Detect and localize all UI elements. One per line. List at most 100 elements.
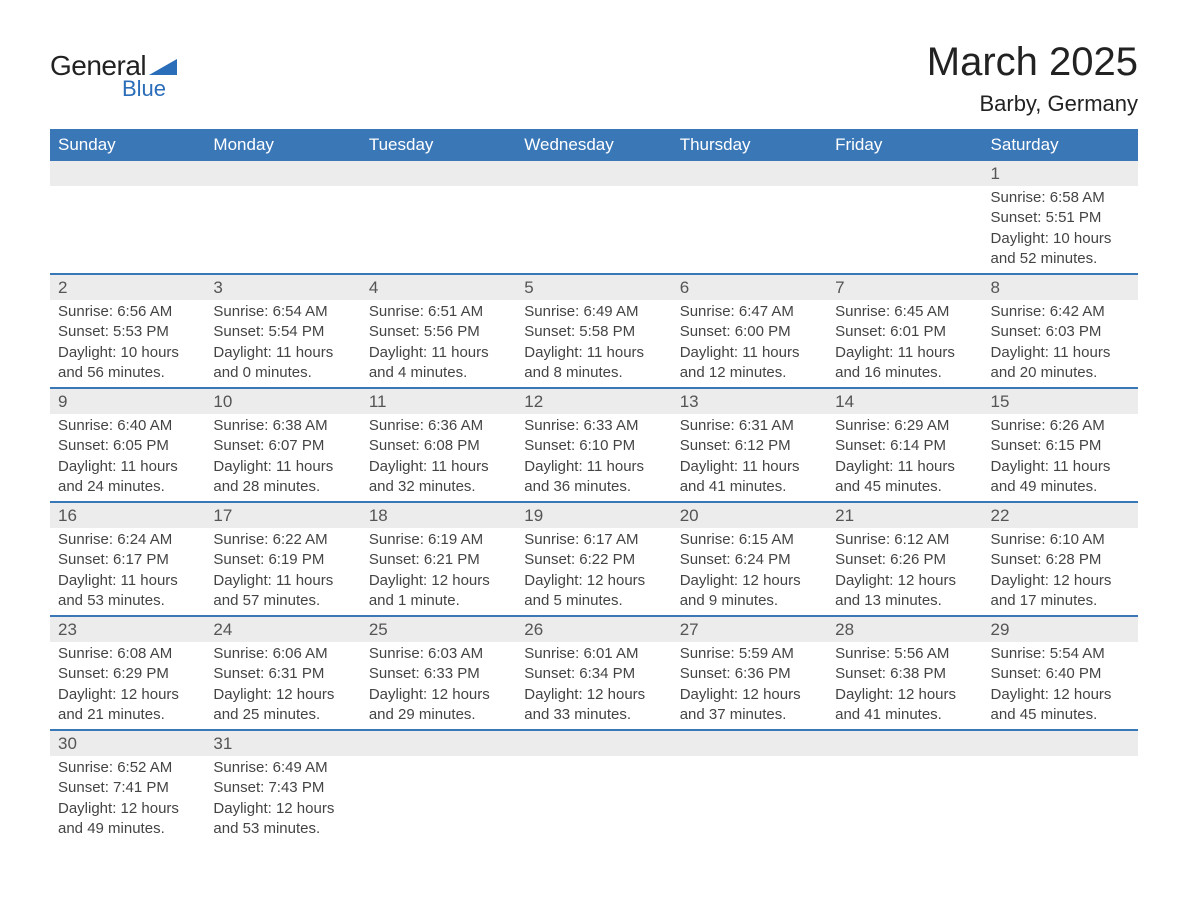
sunrise-text: Sunrise: 6:56 AM: [58, 302, 197, 322]
header: General Blue March 2025 Barby, Germany: [50, 40, 1138, 117]
sunrise-text: Sunrise: 6:01 AM: [524, 644, 663, 664]
day-number-cell: [983, 730, 1138, 756]
sunrise-text: Sunrise: 6:58 AM: [991, 188, 1130, 208]
daylight-text: Daylight: 12 hours and 13 minutes.: [835, 571, 974, 612]
sunset-text: Sunset: 7:41 PM: [58, 778, 197, 798]
day-number-cell: 17: [205, 502, 360, 528]
day-number-cell: 23: [50, 616, 205, 642]
day-number-cell: 16: [50, 502, 205, 528]
day-detail-cell: [516, 186, 671, 274]
day-number-cell: [205, 161, 360, 186]
day-detail-cell: Sunrise: 6:45 AMSunset: 6:01 PMDaylight:…: [827, 300, 982, 388]
day-detail-cell: Sunrise: 5:54 AMSunset: 6:40 PMDaylight:…: [983, 642, 1138, 730]
detail-row: Sunrise: 6:24 AMSunset: 6:17 PMDaylight:…: [50, 528, 1138, 616]
sunset-text: Sunset: 6:40 PM: [991, 664, 1130, 684]
day-number-cell: 9: [50, 388, 205, 414]
sunrise-text: Sunrise: 5:56 AM: [835, 644, 974, 664]
sunset-text: Sunset: 6:14 PM: [835, 436, 974, 456]
sunrise-text: Sunrise: 6:40 AM: [58, 416, 197, 436]
day-detail-cell: Sunrise: 6:10 AMSunset: 6:28 PMDaylight:…: [983, 528, 1138, 616]
sunset-text: Sunset: 6:31 PM: [213, 664, 352, 684]
day-detail-cell: Sunrise: 6:15 AMSunset: 6:24 PMDaylight:…: [672, 528, 827, 616]
day-detail-cell: Sunrise: 6:26 AMSunset: 6:15 PMDaylight:…: [983, 414, 1138, 502]
logo-text-blue: Blue: [122, 76, 166, 102]
sunset-text: Sunset: 6:26 PM: [835, 550, 974, 570]
sunrise-text: Sunrise: 6:42 AM: [991, 302, 1130, 322]
day-detail-cell: Sunrise: 6:49 AMSunset: 7:43 PMDaylight:…: [205, 756, 360, 843]
day-detail-cell: Sunrise: 6:12 AMSunset: 6:26 PMDaylight:…: [827, 528, 982, 616]
daylight-text: Daylight: 10 hours and 52 minutes.: [991, 229, 1130, 270]
sunset-text: Sunset: 5:53 PM: [58, 322, 197, 342]
day-detail-cell: Sunrise: 6:19 AMSunset: 6:21 PMDaylight:…: [361, 528, 516, 616]
daylight-text: Daylight: 11 hours and 32 minutes.: [369, 457, 508, 498]
sunset-text: Sunset: 6:34 PM: [524, 664, 663, 684]
daylight-text: Daylight: 12 hours and 53 minutes.: [213, 799, 352, 840]
daylight-text: Daylight: 11 hours and 0 minutes.: [213, 343, 352, 384]
day-detail-cell: Sunrise: 6:40 AMSunset: 6:05 PMDaylight:…: [50, 414, 205, 502]
day-detail-cell: Sunrise: 6:22 AMSunset: 6:19 PMDaylight:…: [205, 528, 360, 616]
detail-row: Sunrise: 6:58 AMSunset: 5:51 PMDaylight:…: [50, 186, 1138, 274]
sunrise-text: Sunrise: 6:29 AM: [835, 416, 974, 436]
day-detail-cell: Sunrise: 5:59 AMSunset: 6:36 PMDaylight:…: [672, 642, 827, 730]
sunrise-text: Sunrise: 5:59 AM: [680, 644, 819, 664]
day-detail-cell: Sunrise: 6:33 AMSunset: 6:10 PMDaylight:…: [516, 414, 671, 502]
day-detail-cell: Sunrise: 6:29 AMSunset: 6:14 PMDaylight:…: [827, 414, 982, 502]
day-number-cell: [827, 161, 982, 186]
day-detail-cell: [827, 756, 982, 843]
daylight-text: Daylight: 12 hours and 17 minutes.: [991, 571, 1130, 612]
day-detail-cell: [205, 186, 360, 274]
day-detail-cell: Sunrise: 5:56 AMSunset: 6:38 PMDaylight:…: [827, 642, 982, 730]
day-detail-cell: [50, 186, 205, 274]
sunset-text: Sunset: 6:08 PM: [369, 436, 508, 456]
sunrise-text: Sunrise: 6:03 AM: [369, 644, 508, 664]
day-detail-cell: [516, 756, 671, 843]
sunset-text: Sunset: 6:00 PM: [680, 322, 819, 342]
sunset-text: Sunset: 6:12 PM: [680, 436, 819, 456]
sunset-text: Sunset: 6:22 PM: [524, 550, 663, 570]
daynum-row: 2345678: [50, 274, 1138, 300]
daylight-text: Daylight: 10 hours and 56 minutes.: [58, 343, 197, 384]
detail-row: Sunrise: 6:56 AMSunset: 5:53 PMDaylight:…: [50, 300, 1138, 388]
sunrise-text: Sunrise: 6:10 AM: [991, 530, 1130, 550]
sunrise-text: Sunrise: 6:06 AM: [213, 644, 352, 664]
daylight-text: Daylight: 12 hours and 49 minutes.: [58, 799, 197, 840]
month-title: March 2025: [927, 40, 1138, 85]
sunrise-text: Sunrise: 6:15 AM: [680, 530, 819, 550]
daynum-row: 16171819202122: [50, 502, 1138, 528]
day-number-cell: 27: [672, 616, 827, 642]
day-detail-cell: Sunrise: 6:54 AMSunset: 5:54 PMDaylight:…: [205, 300, 360, 388]
calendar-table: Sunday Monday Tuesday Wednesday Thursday…: [50, 129, 1138, 843]
daylight-text: Daylight: 11 hours and 8 minutes.: [524, 343, 663, 384]
day-number-cell: 1: [983, 161, 1138, 186]
weekday-header: Tuesday: [361, 129, 516, 161]
day-number-cell: 29: [983, 616, 1138, 642]
day-number-cell: 6: [672, 274, 827, 300]
sunrise-text: Sunrise: 6:49 AM: [524, 302, 663, 322]
sunrise-text: Sunrise: 6:12 AM: [835, 530, 974, 550]
sunrise-text: Sunrise: 6:49 AM: [213, 758, 352, 778]
sunset-text: Sunset: 7:43 PM: [213, 778, 352, 798]
day-detail-cell: Sunrise: 6:17 AMSunset: 6:22 PMDaylight:…: [516, 528, 671, 616]
day-detail-cell: [827, 186, 982, 274]
sunset-text: Sunset: 5:54 PM: [213, 322, 352, 342]
daylight-text: Daylight: 11 hours and 16 minutes.: [835, 343, 974, 384]
day-detail-cell: Sunrise: 6:56 AMSunset: 5:53 PMDaylight:…: [50, 300, 205, 388]
sunrise-text: Sunrise: 6:26 AM: [991, 416, 1130, 436]
day-number-cell: [672, 161, 827, 186]
day-number-cell: 10: [205, 388, 360, 414]
day-number-cell: 5: [516, 274, 671, 300]
day-detail-cell: Sunrise: 6:24 AMSunset: 6:17 PMDaylight:…: [50, 528, 205, 616]
weekday-header: Wednesday: [516, 129, 671, 161]
day-number-cell: 15: [983, 388, 1138, 414]
day-number-cell: 21: [827, 502, 982, 528]
weekday-header: Saturday: [983, 129, 1138, 161]
day-detail-cell: Sunrise: 6:47 AMSunset: 6:00 PMDaylight:…: [672, 300, 827, 388]
sunset-text: Sunset: 6:19 PM: [213, 550, 352, 570]
daylight-text: Daylight: 11 hours and 41 minutes.: [680, 457, 819, 498]
day-detail-cell: [361, 186, 516, 274]
day-number-cell: 4: [361, 274, 516, 300]
calendar-body: 1Sunrise: 6:58 AMSunset: 5:51 PMDaylight…: [50, 161, 1138, 843]
day-number-cell: [361, 730, 516, 756]
daylight-text: Daylight: 12 hours and 5 minutes.: [524, 571, 663, 612]
sunset-text: Sunset: 6:36 PM: [680, 664, 819, 684]
